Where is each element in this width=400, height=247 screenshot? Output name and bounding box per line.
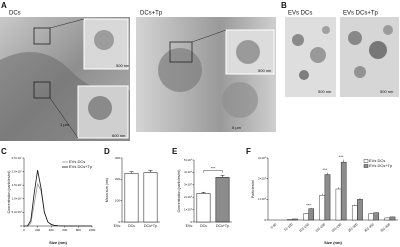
bar bbox=[373, 212, 380, 221]
x-tick-label: 151-200 bbox=[315, 222, 327, 233]
x-tick-label: DCs bbox=[200, 224, 207, 228]
image-title: DCs bbox=[9, 11, 21, 17]
annotation: *** bbox=[306, 202, 311, 207]
series-line bbox=[24, 170, 92, 227]
bar bbox=[124, 173, 139, 223]
x-tick-label: 0 bbox=[23, 228, 25, 232]
micrograph bbox=[340, 17, 399, 97]
x-tick-label: 351-400 bbox=[380, 222, 392, 233]
bar bbox=[292, 218, 298, 221]
bar bbox=[215, 177, 230, 223]
bar bbox=[196, 193, 211, 223]
y-tick-label: 0 bbox=[264, 218, 266, 222]
y-axis-label: Mean size (nm) bbox=[105, 178, 109, 202]
annotation: *** bbox=[339, 154, 344, 159]
x-tick-label: 51-100 bbox=[283, 222, 293, 232]
scale-bar-label: 500 nm bbox=[258, 68, 272, 73]
y-tick-label: 0 bbox=[118, 220, 120, 224]
legend-swatch bbox=[363, 164, 369, 168]
y-tick-label: 200 bbox=[115, 177, 120, 181]
legend-label: EVs DCs bbox=[69, 159, 85, 164]
y-tick-label: 2×10⁹ bbox=[258, 176, 267, 180]
annotation: *** bbox=[323, 167, 328, 172]
panel-label: D bbox=[104, 147, 110, 156]
x-tick-label: 800 bbox=[76, 228, 81, 232]
bar bbox=[357, 199, 363, 221]
y-tick-label: 4×10⁹ bbox=[184, 170, 193, 174]
y-tick-label: 100 bbox=[115, 198, 120, 202]
y-tick-label: 2.5×10⁷ bbox=[12, 156, 22, 160]
y-axis-label: Particles/ml bbox=[251, 180, 255, 198]
scale-bar-label: 500 nm bbox=[318, 89, 332, 94]
x-tick-label: 400 bbox=[49, 228, 54, 232]
y-tick-label: 2×10⁹ bbox=[184, 195, 193, 199]
y-tick-label: 300 bbox=[115, 156, 120, 160]
y-tick-label: 1×10⁹ bbox=[258, 197, 267, 201]
y-tick-label: 1.5×10⁷ bbox=[12, 183, 22, 187]
bar bbox=[308, 208, 315, 221]
x-tick-label: 101-150 bbox=[298, 222, 310, 233]
y-axis-label: Concentration (particles/ml) bbox=[7, 171, 11, 214]
panel-label: F bbox=[246, 147, 251, 156]
bar bbox=[389, 216, 396, 221]
bar bbox=[303, 213, 309, 221]
annotation: *** bbox=[211, 166, 216, 171]
bar bbox=[324, 174, 331, 221]
category-prefix: EVs: bbox=[114, 224, 121, 228]
image-title: DCs+Tp bbox=[140, 11, 163, 17]
bar bbox=[143, 172, 158, 223]
y-tick-label: 5×10⁹ bbox=[184, 158, 193, 162]
x-tick-label: 200 bbox=[35, 228, 40, 232]
panel-label: A bbox=[1, 1, 7, 10]
y-tick-label: 1×10⁹ bbox=[184, 207, 193, 211]
legend-swatch bbox=[363, 159, 369, 163]
y-tick-label: 2.0×10⁷ bbox=[12, 169, 22, 173]
x-axis-label: Size (nm) bbox=[324, 240, 342, 245]
y-tick-label: 0 bbox=[190, 220, 192, 224]
micrograph bbox=[0, 17, 130, 141]
x-tick-label: 251-300 bbox=[347, 222, 359, 233]
x-tick-label: 600 bbox=[62, 228, 67, 232]
bar bbox=[351, 205, 358, 221]
legend-label: EVs DCs bbox=[369, 158, 385, 163]
scale-bar-label: 1 µm bbox=[60, 122, 70, 127]
x-tick-label: DCs bbox=[128, 224, 135, 228]
image-title: EVs DCs bbox=[288, 11, 312, 17]
y-tick-label: 1.0×10⁷ bbox=[12, 197, 22, 201]
micrograph bbox=[136, 17, 276, 132]
bar bbox=[368, 213, 374, 221]
x-tick-label: 0-50 bbox=[270, 222, 278, 229]
y-tick-label: 0 bbox=[20, 224, 22, 228]
category-prefix: EVs: bbox=[186, 224, 193, 228]
x-tick-label: 201-250 bbox=[331, 222, 343, 233]
scale-bar-label: 5 µm bbox=[232, 125, 242, 130]
x-axis-label: Size (nm) bbox=[49, 240, 67, 245]
y-tick-label: 3×10⁹ bbox=[184, 183, 193, 187]
legend-label: EVs DCs+Tp bbox=[69, 164, 93, 169]
bar bbox=[384, 217, 391, 221]
bar bbox=[340, 161, 347, 221]
series-line bbox=[24, 182, 92, 227]
x-tick-label: 1000 bbox=[89, 228, 96, 232]
x-tick-label: DCs+Tp bbox=[216, 224, 229, 228]
micrograph bbox=[285, 17, 336, 97]
panel-label: B bbox=[281, 1, 287, 10]
x-tick-label: 301-350 bbox=[363, 222, 375, 233]
panel-label: E bbox=[172, 147, 178, 156]
image-title: EVs DCs+Tp bbox=[343, 11, 379, 17]
scale-bar-label: 500 nm bbox=[380, 89, 394, 94]
bar bbox=[319, 194, 326, 221]
bar bbox=[335, 188, 342, 221]
y-axis-label: Concentration (particles/ml) bbox=[177, 170, 181, 213]
scale-bar-label: 600 nm bbox=[112, 133, 126, 138]
y-tick-label: 3×10⁹ bbox=[258, 156, 267, 160]
x-tick-label: DCs+Tp bbox=[144, 224, 157, 228]
panel-label: C bbox=[1, 147, 7, 156]
legend-label: EVs DCs+Tp bbox=[369, 163, 393, 168]
y-tick-label: 5.0×10⁶ bbox=[12, 210, 23, 214]
significance-bracket bbox=[203, 170, 223, 173]
scale-bar-label: 500 nm bbox=[116, 63, 130, 68]
